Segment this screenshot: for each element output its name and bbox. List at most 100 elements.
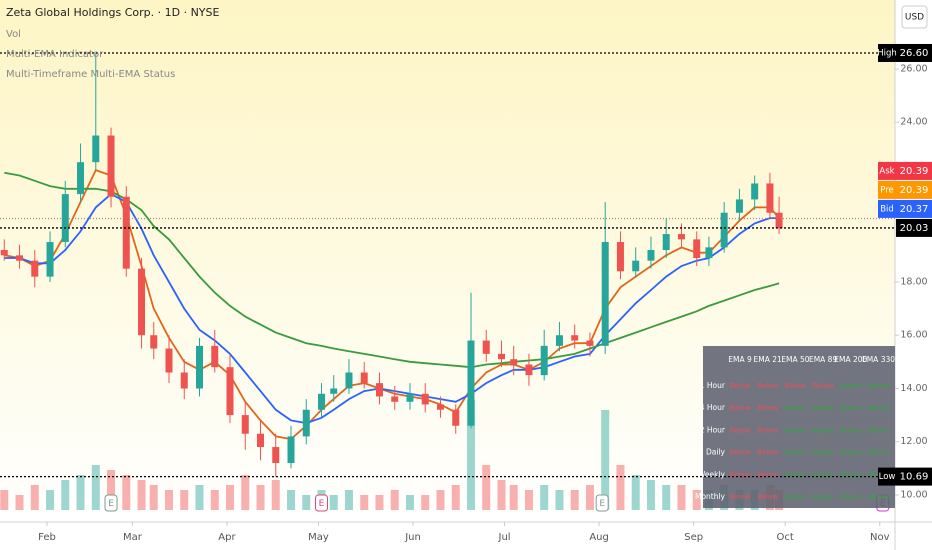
candle-body xyxy=(16,255,24,261)
candle-body xyxy=(482,340,490,354)
earnings-marker xyxy=(104,494,118,512)
candle-body xyxy=(601,242,609,346)
price-value-box xyxy=(896,43,932,62)
volume-bar xyxy=(46,490,55,510)
chart-title: Zeta Global Holdings Corp. · 1D · NYSE xyxy=(6,6,220,19)
candle-body xyxy=(211,345,219,368)
candle-body xyxy=(345,372,353,389)
candle-body xyxy=(766,183,774,213)
volume-bar xyxy=(375,495,384,510)
table-cell: Below xyxy=(729,382,750,390)
volume-bar xyxy=(122,475,131,510)
volume-bar xyxy=(509,485,518,510)
volume-bar xyxy=(76,475,85,510)
volume-bar xyxy=(15,495,24,510)
candle-body xyxy=(510,359,518,365)
volume-bar xyxy=(631,475,640,510)
price-value: 26.60 xyxy=(900,48,929,59)
candle-body xyxy=(226,367,234,416)
volume-bar xyxy=(180,490,189,510)
volume-bar xyxy=(524,490,533,510)
table-cell: Below xyxy=(757,449,778,457)
candle-body xyxy=(391,396,399,402)
x-tick-label: Jun xyxy=(404,532,421,543)
table-cell: Above xyxy=(840,382,862,390)
earnings-label: E xyxy=(599,499,605,509)
table-cell: Below xyxy=(729,449,750,457)
earnings-label: E xyxy=(108,499,114,509)
table-row-label: Weekly xyxy=(698,470,726,479)
volume-bar xyxy=(149,485,158,510)
volume-bar xyxy=(540,485,549,510)
candle-body xyxy=(421,393,429,405)
volume-bar xyxy=(616,465,625,510)
y-tick-label: 26.00 xyxy=(900,63,927,74)
price-tag: High xyxy=(877,48,897,58)
currency-button[interactable] xyxy=(901,5,928,29)
price-tag-box xyxy=(878,467,896,486)
x-tick-label: May xyxy=(308,532,329,543)
volume-bar xyxy=(451,485,460,510)
indicator-label[interactable]: Vol xyxy=(6,29,21,40)
price-value-box xyxy=(896,161,932,180)
table-cell: Below xyxy=(729,404,750,412)
candle-body xyxy=(107,135,115,197)
candle-body xyxy=(165,348,173,373)
table-cell: Above xyxy=(840,426,862,434)
volume-bar xyxy=(646,480,655,510)
candle-body xyxy=(555,335,563,346)
indicator-label[interactable]: Multi-EMA Indicator xyxy=(6,49,104,60)
volume-bar xyxy=(555,490,564,510)
x-tick-label: Oct xyxy=(777,532,794,543)
table-cell: Above xyxy=(784,449,806,457)
candle-body xyxy=(0,250,8,256)
volume-bar xyxy=(329,495,338,510)
price-value-box xyxy=(896,467,932,486)
table-cell: Below xyxy=(729,493,750,501)
candle-body xyxy=(46,242,54,277)
y-tick-label: 14.00 xyxy=(900,383,927,394)
x-tick-label: Aug xyxy=(589,532,609,543)
price-value: 10.69 xyxy=(900,472,929,483)
volume-bar xyxy=(271,480,280,510)
table-cell: Above xyxy=(812,426,834,434)
candle-body xyxy=(241,415,249,434)
table-row-label: Daily xyxy=(706,448,726,457)
price-tag: Pre xyxy=(880,185,894,195)
volume-bar xyxy=(344,490,353,510)
earnings-marker xyxy=(595,494,609,512)
candle-body xyxy=(31,260,39,277)
marks xyxy=(0,52,784,510)
table-cell: Below xyxy=(813,382,834,390)
table-cell: Above xyxy=(868,426,890,434)
currency-label[interactable]: USD xyxy=(905,13,924,23)
volume-bar xyxy=(210,490,219,510)
candle-body xyxy=(705,247,713,259)
table-row-label: 4 Hour xyxy=(700,403,726,412)
table-cell: Below xyxy=(757,471,778,479)
y-tick-label: 12.00 xyxy=(900,436,927,447)
table-cell: Above xyxy=(784,493,806,501)
table-cell: Above xyxy=(840,404,862,412)
table-cell: Below xyxy=(785,382,806,390)
price-tag: Ask xyxy=(879,166,894,176)
candle-body xyxy=(272,447,280,464)
overlay: Feb Mar Apr May Jun Jul Aug Sep Oct Nov 26.00 24.00… xyxy=(0,43,932,543)
volume-bar xyxy=(482,465,491,510)
candle-body xyxy=(751,183,759,200)
candle-body xyxy=(318,393,326,410)
volume-bar xyxy=(601,410,610,510)
volume-bar xyxy=(466,400,475,510)
y-tick-label: 18.00 xyxy=(900,276,927,287)
table-cell: Above xyxy=(784,426,806,434)
candle-body xyxy=(302,409,310,437)
table-cell: Below xyxy=(729,426,750,434)
candle-body xyxy=(586,340,594,346)
table-cell: Above xyxy=(868,404,890,412)
indicator-label[interactable]: Multi-Timeframe Multi-EMA Status xyxy=(6,69,175,80)
volume-bar xyxy=(164,490,173,510)
table-row-label: 12 Hour xyxy=(695,425,726,434)
table-cell: Below xyxy=(757,404,778,412)
price-value: 20.37 xyxy=(900,204,929,215)
candle-body xyxy=(775,212,783,228)
